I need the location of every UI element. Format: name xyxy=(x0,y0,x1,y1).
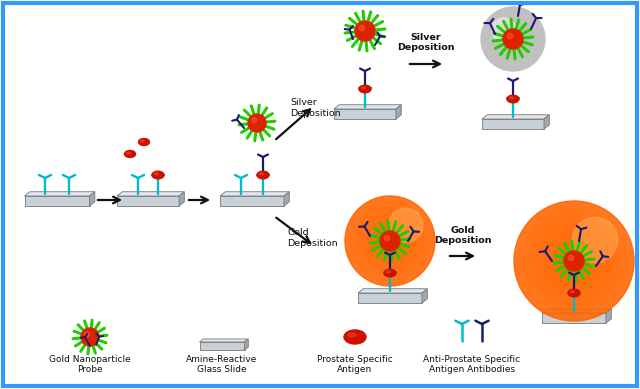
Polygon shape xyxy=(179,192,184,206)
Circle shape xyxy=(380,231,400,251)
Polygon shape xyxy=(90,192,95,206)
Ellipse shape xyxy=(509,97,513,99)
Polygon shape xyxy=(284,192,289,206)
Circle shape xyxy=(367,219,413,263)
Circle shape xyxy=(529,216,619,306)
Polygon shape xyxy=(358,289,428,293)
Circle shape xyxy=(481,7,545,71)
Ellipse shape xyxy=(386,271,390,273)
Circle shape xyxy=(566,254,582,268)
Polygon shape xyxy=(24,196,90,206)
Circle shape xyxy=(514,201,634,321)
Polygon shape xyxy=(200,342,244,350)
Circle shape xyxy=(356,207,424,275)
Ellipse shape xyxy=(259,173,264,175)
Circle shape xyxy=(492,18,516,42)
Ellipse shape xyxy=(257,171,269,179)
Text: Silver
Deposition: Silver Deposition xyxy=(290,98,340,118)
Circle shape xyxy=(81,328,99,346)
Polygon shape xyxy=(220,192,289,196)
Circle shape xyxy=(552,238,596,284)
Ellipse shape xyxy=(127,152,131,154)
Circle shape xyxy=(514,201,634,321)
Text: Gold
Deposition: Gold Deposition xyxy=(435,226,492,245)
Ellipse shape xyxy=(348,333,356,337)
Text: Gold Nanoparticle
Probe: Gold Nanoparticle Probe xyxy=(49,355,131,374)
Circle shape xyxy=(536,224,611,298)
Ellipse shape xyxy=(344,330,366,344)
Ellipse shape xyxy=(125,151,136,158)
Circle shape xyxy=(385,235,396,247)
Ellipse shape xyxy=(141,140,145,142)
Circle shape xyxy=(559,246,589,276)
Polygon shape xyxy=(542,309,611,313)
Polygon shape xyxy=(200,339,248,342)
Circle shape xyxy=(379,230,401,252)
Circle shape xyxy=(351,202,429,280)
Circle shape xyxy=(572,217,618,263)
Circle shape xyxy=(388,208,423,242)
Ellipse shape xyxy=(570,291,575,293)
Polygon shape xyxy=(606,309,611,323)
Circle shape xyxy=(84,332,90,337)
Text: Gold
Deposition: Gold Deposition xyxy=(287,228,338,248)
Ellipse shape xyxy=(568,289,580,297)
Ellipse shape xyxy=(384,269,396,277)
Polygon shape xyxy=(482,119,544,129)
Circle shape xyxy=(248,114,266,132)
Circle shape xyxy=(507,33,513,39)
Ellipse shape xyxy=(359,85,371,93)
Polygon shape xyxy=(117,192,184,196)
Polygon shape xyxy=(220,196,284,206)
Polygon shape xyxy=(422,289,428,303)
Text: Silver
Deposition: Silver Deposition xyxy=(397,33,455,52)
Circle shape xyxy=(544,231,604,291)
Polygon shape xyxy=(482,115,549,119)
Circle shape xyxy=(384,235,390,241)
Ellipse shape xyxy=(138,138,150,145)
Polygon shape xyxy=(358,293,422,303)
Circle shape xyxy=(345,196,435,286)
Circle shape xyxy=(503,29,523,49)
Polygon shape xyxy=(244,339,248,350)
Polygon shape xyxy=(117,196,179,206)
Circle shape xyxy=(345,196,435,286)
Circle shape xyxy=(568,255,574,261)
Text: Amine-Reactive
Glass Slide: Amine-Reactive Glass Slide xyxy=(186,355,258,374)
Polygon shape xyxy=(396,105,401,119)
Ellipse shape xyxy=(152,171,164,179)
Ellipse shape xyxy=(154,173,159,175)
Text: Anti-Prostate Specific
Antigen Antibodies: Anti-Prostate Specific Antigen Antibodie… xyxy=(424,355,520,374)
Polygon shape xyxy=(544,115,549,129)
Polygon shape xyxy=(24,192,95,196)
Polygon shape xyxy=(334,105,401,109)
Circle shape xyxy=(373,224,407,258)
Ellipse shape xyxy=(507,95,519,103)
Circle shape xyxy=(362,213,418,269)
Polygon shape xyxy=(334,109,396,119)
Polygon shape xyxy=(542,313,606,323)
Circle shape xyxy=(359,25,365,31)
Circle shape xyxy=(252,118,257,123)
Circle shape xyxy=(522,209,627,314)
Circle shape xyxy=(355,21,375,41)
Ellipse shape xyxy=(361,87,365,89)
Text: Prostate Specific
Antigen: Prostate Specific Antigen xyxy=(317,355,393,374)
Circle shape xyxy=(564,251,584,271)
